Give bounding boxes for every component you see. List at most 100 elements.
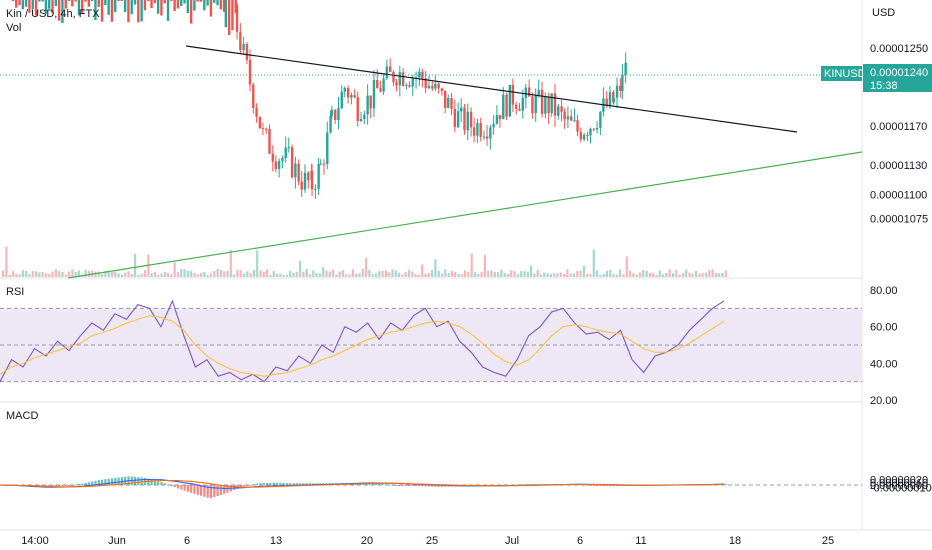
candle-body	[297, 163, 300, 182]
macd-histogram-bar	[365, 483, 368, 485]
volume-bar	[269, 274, 272, 277]
candle-body	[213, 0, 216, 3]
candle-body	[224, 0, 228, 28]
candle-body	[329, 115, 332, 133]
time-tick-label: 11	[635, 535, 646, 547]
volume-bar	[84, 269, 87, 277]
last-price-tag	[863, 64, 932, 92]
volume-bar	[394, 270, 397, 277]
candle-body	[518, 108, 521, 111]
trendlines[interactable]	[67, 45, 863, 279]
symbol-tag-text: KINUSD	[824, 68, 866, 80]
volume-bar	[629, 270, 632, 277]
candle-body	[505, 94, 508, 117]
candle-body	[24, 0, 28, 7]
volume-bar	[539, 274, 543, 277]
volume-bar	[549, 274, 552, 277]
macd-tick-label: 0.00000020	[870, 475, 928, 487]
macd-histogram-bar	[388, 484, 391, 486]
rsi-panel[interactable]: 80.00 60.00 40.00 20.00	[0, 285, 898, 407]
macd-panel[interactable]: 0.000000200.000000100.00000000-0.0000001…	[0, 475, 932, 499]
volume-bar	[345, 274, 348, 277]
volume-bar	[632, 273, 635, 277]
macd-histogram-bar	[407, 485, 411, 486]
rsi-tick-label: 20.00	[870, 395, 898, 407]
candle-body	[333, 109, 337, 120]
candle-body	[382, 78, 385, 92]
candle-body	[193, 0, 196, 11]
volume-bar	[642, 269, 645, 277]
candle-body	[242, 43, 245, 51]
candle-body	[379, 88, 382, 92]
macd-histogram-bar	[437, 485, 440, 487]
macd-histogram-bar	[94, 480, 97, 485]
macd-histogram-bar	[398, 485, 401, 486]
volume-bar	[332, 269, 335, 277]
price-panel[interactable]	[0, 0, 862, 278]
macd-histogram-bar	[190, 485, 193, 493]
volume-bar	[295, 271, 298, 277]
candle-body	[265, 128, 268, 130]
volume-bar	[609, 269, 612, 277]
candle-body	[166, 0, 170, 21]
rsi-title[interactable]: RSI	[6, 286, 24, 298]
candle-body	[231, 0, 234, 31]
macd-histogram-bar	[183, 485, 186, 491]
volume-bar	[625, 256, 628, 277]
candle-body	[235, 4, 239, 32]
macd-histogram-bar	[219, 485, 222, 495]
candle-body	[61, 0, 64, 24]
macd-histogram-bar	[305, 483, 308, 485]
candle-body	[411, 78, 414, 87]
macd-histogram-bar	[223, 485, 226, 494]
candle-body	[437, 83, 440, 89]
volume-bar	[546, 273, 549, 277]
candle-body	[485, 136, 489, 139]
candle-body	[508, 84, 512, 117]
time-axis[interactable]: 14:00 Jun 6 13 20 25 Jul 6 11 18 25	[21, 535, 834, 547]
volume-bar	[196, 274, 199, 277]
candle-body	[502, 94, 505, 120]
volume-bars	[2, 246, 727, 277]
candle-body	[615, 85, 619, 98]
volume-bar	[698, 273, 701, 277]
macd-histogram-bar	[84, 482, 87, 485]
macd-histogram-bar	[117, 477, 120, 485]
candle-body	[110, 0, 114, 22]
candle-body	[67, 0, 71, 2]
candle-body	[248, 59, 252, 85]
candle-body	[176, 0, 180, 9]
volume-bar	[431, 269, 434, 277]
volume-bar	[563, 273, 566, 277]
volume-bar	[490, 270, 493, 277]
volume-bar	[365, 258, 368, 277]
symbol-title[interactable]: Kin / USD, 4h, FTX	[6, 8, 100, 20]
candle-body	[527, 87, 531, 97]
macd-histogram-bar	[110, 478, 114, 485]
macd-histogram-bar	[440, 485, 444, 487]
candle-body	[38, 0, 41, 2]
macd-histogram-bar	[282, 482, 285, 485]
macd-title[interactable]: MACD	[6, 410, 38, 422]
volume-bar	[308, 274, 312, 277]
candle-body	[271, 153, 275, 162]
volume-bar	[724, 270, 727, 277]
volume-bar	[576, 271, 579, 277]
candle-body	[107, 0, 110, 15]
candle-body	[427, 85, 431, 89]
candle-body	[537, 89, 540, 96]
volume-bar	[94, 271, 97, 277]
candle-body	[284, 147, 287, 158]
candle-body	[28, 0, 31, 13]
volume-bar	[513, 271, 516, 277]
volume-bar	[407, 270, 411, 277]
volume-bar	[691, 273, 694, 277]
volume-bar	[110, 271, 114, 277]
macd-histogram-bar	[589, 484, 592, 486]
candle-body	[48, 0, 51, 9]
volume-bar	[589, 274, 592, 277]
candle-body	[21, 0, 25, 10]
volume-bar	[714, 272, 717, 277]
volume-bar	[553, 273, 556, 277]
